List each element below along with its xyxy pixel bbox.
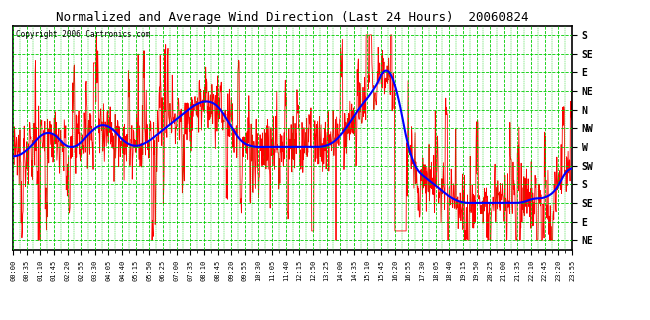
Title: Normalized and Average Wind Direction (Last 24 Hours)  20060824: Normalized and Average Wind Direction (L… <box>57 12 528 24</box>
Text: Copyright 2006 Cartronics.com: Copyright 2006 Cartronics.com <box>16 30 150 39</box>
